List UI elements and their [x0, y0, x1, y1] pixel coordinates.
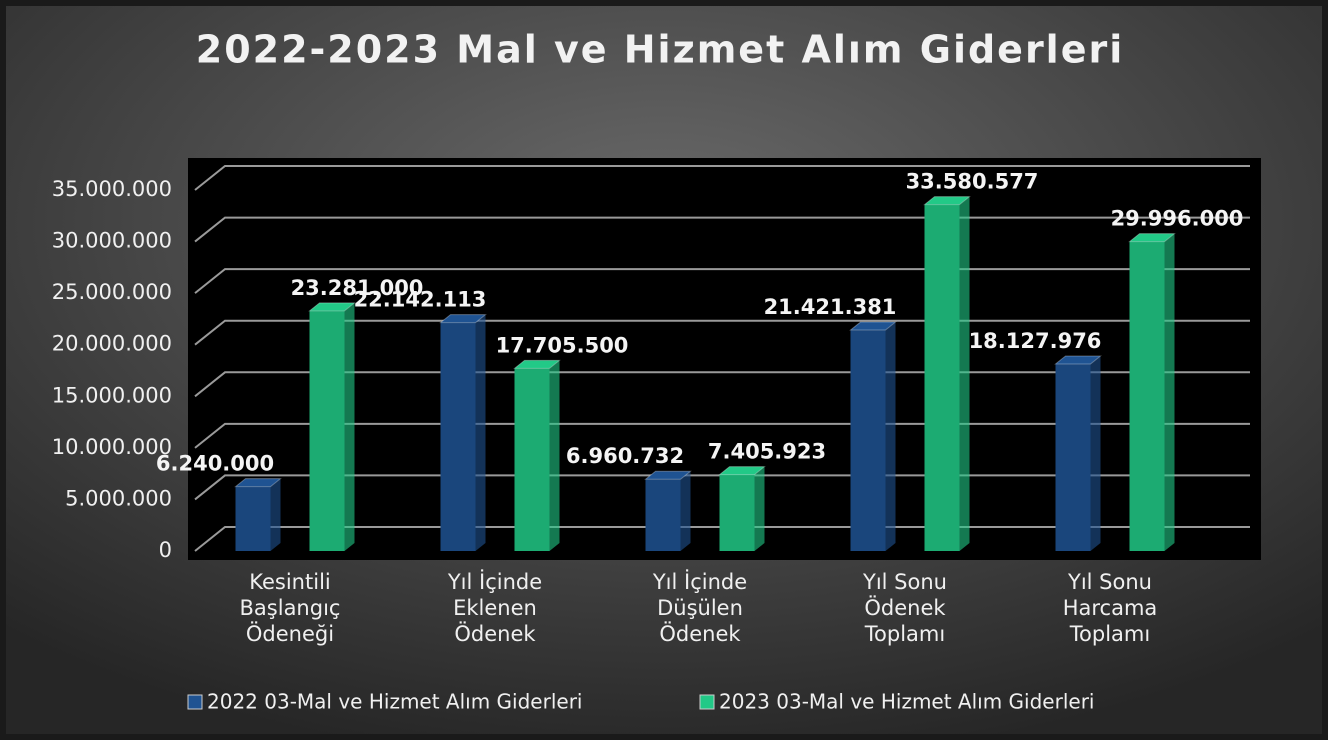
y-tick-label: 10.000.000: [52, 435, 172, 459]
bar-top: [513, 359, 561, 369]
grid-line: [194, 216, 1250, 243]
bar-side: [549, 360, 560, 551]
bar-top: [439, 314, 487, 324]
data-label: 6.240.000: [156, 452, 274, 476]
x-tick-label: Yıl Sonu: [862, 570, 947, 594]
grid-line: [194, 371, 1250, 398]
grid-line: [194, 165, 1250, 191]
bar-shade: [309, 310, 345, 551]
data-label: 33.580.577: [906, 170, 1039, 194]
legend-label: 2023 03-Mal ve Hizmet Alım Giderleri: [719, 690, 1094, 714]
data-label: 29.996.000: [1111, 207, 1244, 231]
x-tick-label: Yıl İçinde: [447, 569, 542, 594]
bar-side: [754, 466, 765, 551]
data-label: 6.960.732: [566, 444, 684, 468]
grid-line: [194, 474, 1250, 501]
bar-side: [270, 478, 281, 551]
bar-side: [959, 196, 970, 552]
y-tick-label: 15.000.000: [52, 383, 172, 407]
bar: [1055, 364, 1091, 551]
data-label: 21.421.381: [764, 295, 897, 319]
bar-shade: [1129, 241, 1165, 552]
bar-top: [718, 466, 766, 476]
data-label: 17.705.500: [496, 333, 629, 357]
y-tick-label: 30.000.000: [52, 229, 172, 253]
bar-top: [1054, 355, 1102, 365]
data-label: 22.142.113: [354, 288, 487, 312]
x-tick-label: Kesintili: [249, 570, 330, 594]
bar: [440, 322, 476, 551]
y-tick-label: 35.000.000: [52, 177, 172, 201]
bar: [850, 330, 886, 551]
bar: [719, 474, 755, 551]
bar: [924, 204, 960, 552]
bar: [645, 479, 681, 551]
y-tick-label: 20.000.000: [52, 332, 172, 356]
bar-top: [923, 196, 971, 206]
x-tick-label: Başlangıç: [240, 596, 341, 620]
bar-top: [1128, 233, 1176, 243]
x-tick-label: Ödenek: [659, 621, 741, 646]
data-label: 18.127.976: [969, 329, 1102, 353]
y-tick-label: 5.000.000: [65, 486, 172, 510]
x-tick-label: Harcama: [1063, 596, 1158, 620]
grid-line: [194, 268, 1250, 294]
bar: [235, 486, 271, 551]
bar-shade: [850, 330, 886, 551]
data-label: 7.405.923: [708, 440, 826, 464]
bar: [309, 310, 345, 551]
y-tick-label: 0: [159, 538, 172, 562]
x-tick-label: Ödenek: [454, 621, 536, 646]
data-label: 23.281.000: [291, 276, 424, 300]
bar-side: [344, 302, 355, 551]
bar-top: [849, 321, 897, 331]
bar-side: [1090, 356, 1101, 551]
x-tick-label: Ödenek: [864, 595, 946, 620]
y-tick-label: 25.000.000: [52, 280, 172, 304]
bar-top: [644, 470, 692, 480]
bar-shade: [719, 474, 755, 551]
bar-shade: [1055, 364, 1091, 551]
chart-title: 2022-2023 Mal ve Hizmet Alım Giderleri: [196, 28, 1125, 72]
bar-shade: [440, 322, 476, 551]
bar-shade: [514, 368, 550, 551]
legend-label: 2022 03-Mal ve Hizmet Alım Giderleri: [207, 690, 582, 714]
bar-shade: [924, 204, 960, 552]
x-tick-label: Yıl İçinde: [652, 569, 747, 594]
bar-shade: [645, 479, 681, 551]
x-tick-label: Yıl Sonu: [1067, 570, 1152, 594]
bar-side: [1164, 233, 1175, 552]
x-tick-label: Toplamı: [1069, 622, 1150, 646]
bar-shade: [235, 486, 271, 551]
grid-line: [194, 319, 1250, 346]
bar: [1129, 241, 1165, 552]
bar-side: [475, 314, 486, 551]
bar-side: [680, 471, 691, 551]
legend-swatch: [699, 694, 715, 710]
x-tick-label: Eklenen: [453, 596, 537, 620]
bar-top: [234, 478, 282, 488]
x-tick-label: Ödeneği: [246, 621, 334, 646]
legend-swatch: [187, 694, 203, 710]
x-tick-label: Toplamı: [864, 622, 945, 646]
x-tick-label: Düşülen: [657, 596, 743, 620]
bar: [514, 368, 550, 551]
bar-top: [308, 302, 356, 312]
bar-side: [885, 322, 896, 551]
grid-line: [194, 526, 1250, 552]
grid-line: [194, 422, 1250, 449]
